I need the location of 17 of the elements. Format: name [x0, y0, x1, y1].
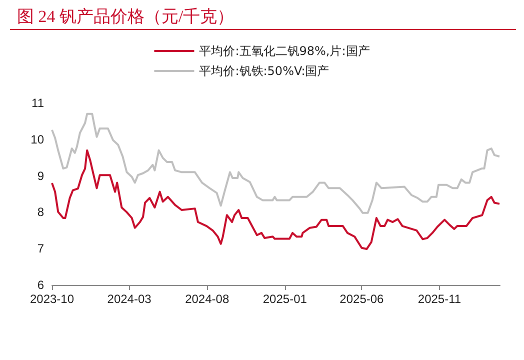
y-tick-label: 7: [37, 242, 44, 256]
legend-label: 平均价:五氧化二钒98%,片:国产: [199, 44, 370, 58]
x-tick-label: 2024-03: [107, 292, 152, 306]
line-series: [51, 112, 500, 214]
y-tick-label: 6: [37, 278, 44, 292]
y-tick-label: 9: [37, 168, 44, 183]
y-tick-label: 11: [32, 96, 44, 110]
x-tick-label: 2024-08: [185, 292, 230, 306]
line-series: [51, 149, 500, 250]
legend-label: 平均价:钒铁:50%V:国产: [199, 64, 330, 78]
y-tick-label: 8: [37, 205, 44, 220]
x-tick-label: 2023-10: [30, 292, 74, 306]
x-tick-label: 2025-11: [418, 292, 462, 306]
x-tick-label: 2025-01: [262, 292, 308, 306]
y-tick-label: 10: [30, 132, 44, 146]
chart-title: 图 24 钒产品价格（元/千克）: [17, 7, 234, 26]
x-tick-label: 2025-06: [340, 292, 384, 306]
